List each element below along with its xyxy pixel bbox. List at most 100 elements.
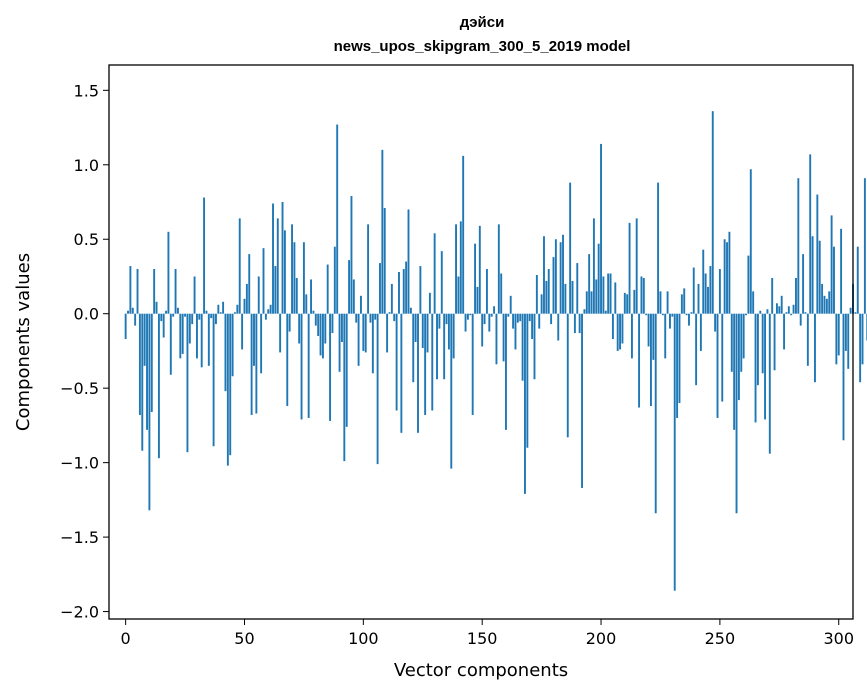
bar-component-0: [124, 313, 127, 340]
bar-component-113: [393, 313, 396, 322]
bar-component-228: [666, 291, 669, 314]
bar-component-192: [581, 313, 583, 488]
bar-component-20: [172, 313, 175, 317]
bar-component-309: [859, 313, 862, 383]
bar-component-282: [795, 277, 797, 314]
bar-component-58: [262, 248, 265, 314]
bar-component-209: [621, 313, 624, 344]
bar-component-183: [559, 242, 562, 314]
bar-component-31: [198, 313, 201, 320]
bar-component-42: [224, 313, 227, 392]
y-tick-label: −1.5: [60, 528, 99, 547]
bar-component-37: [212, 313, 215, 447]
bar-component-200: [600, 143, 602, 314]
bar-component-236: [685, 313, 688, 316]
x-tick-label: 300: [823, 629, 854, 648]
bar-component-278: [785, 312, 788, 314]
bar-component-43: [226, 313, 229, 466]
bar-component-274: [775, 303, 778, 314]
bar-component-261: [745, 313, 747, 316]
bar-component-281: [792, 304, 795, 314]
bar-component-271: [768, 313, 771, 454]
bar-component-174: [538, 313, 541, 329]
bar-component-204: [609, 273, 612, 314]
bar-component-193: [583, 309, 586, 314]
bar-component-170: [528, 313, 531, 322]
bar-component-76: [305, 294, 308, 314]
bar-component-285: [802, 254, 805, 314]
bar-component-153: [488, 313, 491, 332]
bar-component-242: [699, 313, 702, 351]
bar-component-221: [650, 313, 652, 407]
bar-component-216: [638, 313, 641, 408]
bar-component-53: [250, 313, 253, 415]
bar-component-163: [512, 313, 515, 329]
bar-component-47: [236, 304, 239, 314]
bar-component-262: [747, 255, 750, 314]
x-tick-label: 200: [586, 629, 617, 648]
bar-component-143: [464, 313, 467, 332]
bar-component-3: [131, 307, 134, 314]
chart-title-line1: дэйси: [460, 14, 505, 31]
bar-component-205: [611, 313, 614, 340]
bar-component-232: [676, 313, 679, 418]
bar-component-103: [369, 313, 372, 323]
x-tick-label: 250: [705, 629, 736, 648]
bar-component-21: [174, 269, 177, 314]
bar-component-227: [664, 313, 667, 359]
bar-component-8: [143, 313, 146, 366]
bar-component-18: [167, 231, 170, 314]
bar-component-2: [129, 266, 132, 314]
bar-component-267: [759, 310, 762, 314]
bar-component-49: [241, 313, 244, 350]
bar-component-201: [602, 276, 605, 314]
bar-component-139: [455, 224, 457, 314]
bar-component-44: [229, 313, 232, 456]
bar-component-260: [742, 313, 745, 359]
bar-component-258: [737, 313, 740, 401]
bar-component-33: [203, 197, 206, 314]
bar-component-215: [635, 218, 638, 314]
bar-component-92: [343, 313, 346, 462]
bar-component-180: [552, 257, 555, 314]
bar-component-82: [319, 313, 322, 356]
bar-component-310: [861, 313, 864, 365]
bar-component-104: [371, 313, 374, 374]
bar-component-290: [814, 313, 816, 383]
bar-component-13: [155, 301, 158, 314]
bar-component-116: [400, 313, 403, 433]
bar-component-120: [409, 307, 412, 314]
bar-component-229: [669, 313, 671, 329]
bar-component-84: [324, 313, 327, 344]
y-axis-ticks: 1.5 1.0 0.5 0.0 −0.5 −1.0 −1.5 −2.0: [60, 81, 109, 622]
bar-component-54: [253, 313, 255, 366]
bar-component-80: [314, 313, 317, 326]
bar-component-238: [690, 312, 693, 314]
bar-component-264: [752, 291, 755, 314]
bar-component-119: [407, 209, 410, 314]
bar-component-224: [657, 182, 660, 314]
bar-component-187: [569, 182, 572, 314]
bar-component-61: [269, 304, 272, 314]
y-axis-label: Components values: [13, 253, 34, 431]
bar-component-298: [833, 246, 835, 314]
bar-component-269: [764, 313, 766, 420]
bar-component-307: [854, 312, 857, 314]
bar-component-57: [260, 313, 263, 374]
bar-component-213: [630, 313, 633, 359]
bar-component-101: [364, 313, 367, 353]
bar-component-272: [771, 277, 774, 314]
bar-component-159: [502, 313, 505, 362]
bar-component-249: [716, 313, 719, 418]
bar-component-127: [426, 313, 429, 353]
bar-component-124: [419, 266, 422, 314]
bar-component-270: [766, 309, 769, 314]
bar-component-287: [806, 313, 809, 366]
bar-component-10: [148, 313, 151, 511]
bar-component-95: [350, 196, 353, 314]
bar-component-36: [210, 313, 213, 319]
y-tick-label: −2.0: [60, 603, 99, 622]
bar-component-52: [248, 254, 251, 314]
bar-component-140: [457, 276, 460, 314]
bar-component-112: [390, 283, 393, 314]
